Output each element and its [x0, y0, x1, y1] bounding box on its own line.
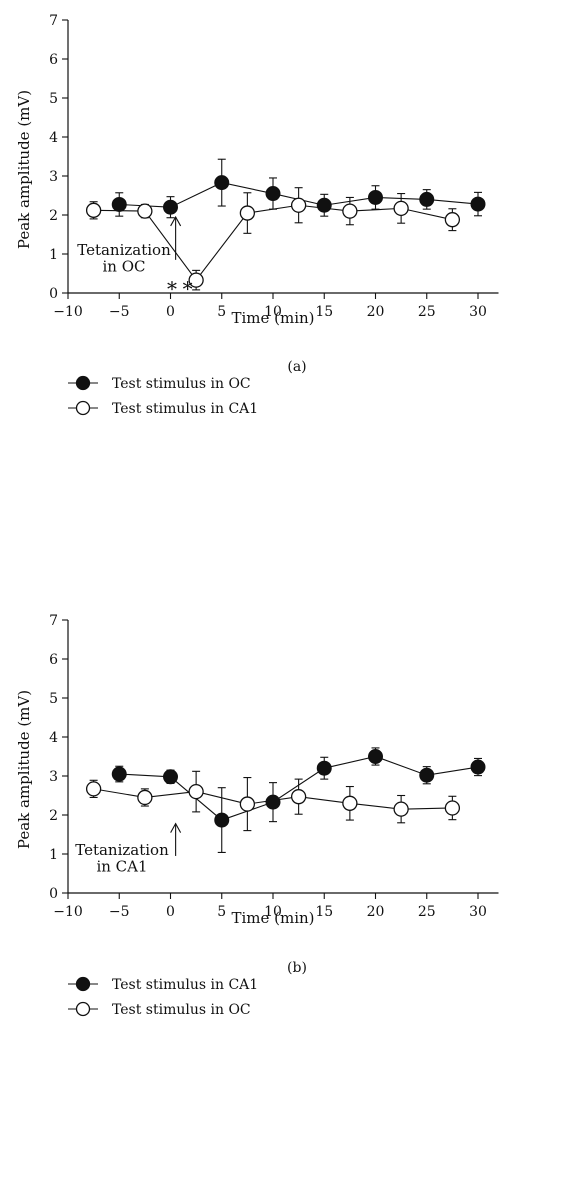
y-tick-label: 5	[49, 91, 58, 107]
legend-label: Test stimulus in OC	[112, 1002, 251, 1018]
legend-open-marker	[75, 1001, 91, 1017]
tetanization-label-line2: in OC	[102, 257, 145, 275]
y-tick-label: 4	[49, 730, 58, 746]
y-tick-label: 4	[49, 130, 58, 146]
open-marker	[444, 800, 461, 816]
panel-label: (b)	[287, 960, 307, 976]
x-tick-label: 30	[469, 904, 487, 920]
x-axis-label: Time (min)	[231, 309, 314, 327]
x-tick-label: 5	[217, 304, 226, 320]
arrow-head	[170, 215, 182, 227]
open-marker	[188, 783, 204, 800]
y-tick-label: 6	[49, 652, 58, 668]
filled-marker	[419, 191, 435, 207]
open-marker	[290, 197, 307, 213]
legend-label: Test stimulus in CA1	[112, 401, 258, 417]
y-tick-label: 2	[49, 808, 58, 824]
open-marker	[290, 789, 307, 805]
y-tick-label: 7	[49, 13, 58, 29]
x-tick-label: 20	[367, 904, 385, 920]
x-tick-label: 15	[315, 904, 333, 920]
filled-marker	[419, 767, 435, 783]
y-axis-label: Peak amplitude (mV)	[15, 690, 33, 849]
x-tick-label: 10	[264, 904, 282, 920]
y-tick-label: 3	[49, 769, 58, 785]
open-marker	[137, 789, 153, 806]
panel-label: (a)	[287, 359, 306, 375]
filled-marker	[368, 749, 383, 764]
open-marker	[342, 795, 358, 811]
arrow-head	[170, 822, 182, 833]
filled-marker	[214, 175, 230, 191]
panel-b: 0 1 2 3 4 5 6 7 −10 −5 0 5 10 15 20 25 30 Time (min) Peak …	[15, 613, 499, 1018]
y-tick-label: 3	[49, 169, 58, 185]
open-marker	[342, 203, 358, 219]
x-tick-label: 25	[418, 904, 436, 920]
filled-marker	[316, 197, 332, 213]
x-tick-label: 15	[315, 304, 333, 320]
x-tick-label: −5	[109, 304, 130, 320]
filled-marker	[470, 759, 486, 775]
y-tick-label: 5	[49, 691, 58, 707]
filled-marker	[163, 769, 178, 785]
filled-marker	[214, 812, 230, 828]
x-axis-label: Time (min)	[231, 909, 314, 927]
filled-marker	[163, 199, 178, 215]
y-tick-label: 0	[49, 286, 58, 302]
x-tick-label: −10	[53, 904, 83, 920]
tetanization-label-line2: in CA1	[96, 857, 147, 875]
x-tick-label: −10	[53, 304, 83, 320]
open-marker	[393, 200, 409, 217]
filled-marker	[368, 189, 383, 205]
x-tick-label: 10	[264, 304, 282, 320]
legend-label: Test stimulus in OC	[112, 376, 251, 392]
x-tick-label: 0	[166, 304, 175, 320]
x-tick-label: 25	[418, 304, 436, 320]
filled-marker	[316, 760, 332, 776]
panel-a: 0 1 2 3 4 5 6 7 −10 −5 0 5 10 15 20 25 30 Time (min) Peak …	[15, 13, 499, 417]
open-marker	[393, 801, 409, 817]
filled-marker	[111, 196, 127, 212]
open-marker	[239, 796, 256, 812]
filled-marker	[265, 186, 281, 202]
x-tick-label: 20	[367, 304, 385, 320]
tetanization-label: Tetanization	[77, 241, 171, 259]
legend-filled-marker	[75, 375, 91, 391]
filled-marker	[265, 794, 281, 810]
y-tick-label: 1	[49, 247, 58, 263]
x-tick-label: 5	[217, 904, 226, 920]
x-tick-label: 30	[469, 304, 487, 320]
open-marker	[188, 272, 204, 288]
open-marker	[85, 781, 102, 797]
y-tick-label: 7	[49, 613, 58, 629]
legend-filled-marker	[75, 976, 91, 992]
y-axis-label: Peak amplitude (mV)	[15, 90, 33, 249]
open-marker	[85, 202, 102, 218]
legend-open-marker	[75, 400, 91, 416]
tetanization-label: Tetanization	[75, 841, 169, 859]
open-marker	[444, 212, 461, 228]
x-tick-label: 0	[166, 904, 175, 920]
x-tick-label: −5	[109, 904, 130, 920]
significance-marker: ∗∗	[165, 273, 196, 297]
y-tick-label: 1	[49, 847, 58, 863]
legend-label: Test stimulus in CA1	[112, 977, 258, 993]
y-tick-label: 0	[49, 886, 58, 902]
filled-marker	[111, 766, 127, 782]
y-tick-label: 6	[49, 52, 58, 68]
open-marker	[239, 205, 256, 221]
filled-marker	[470, 196, 486, 212]
y-tick-label: 2	[49, 208, 58, 224]
open-marker	[137, 203, 153, 219]
